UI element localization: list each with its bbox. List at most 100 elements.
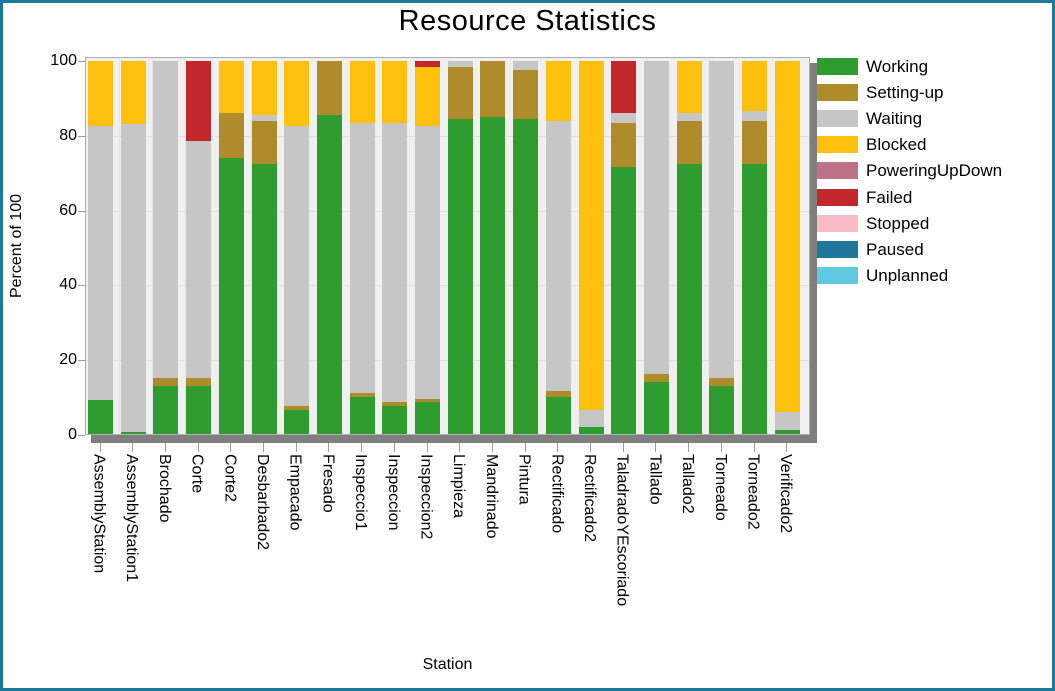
legend-swatch — [817, 84, 858, 102]
segment-Setting-up — [447, 66, 473, 119]
segment-Blocked — [545, 61, 571, 121]
bar-Mandrinado — [480, 61, 506, 434]
segment-Working — [186, 385, 212, 434]
legend-swatch — [817, 162, 858, 180]
x-category-label: Limpieza — [450, 454, 468, 519]
segment-Waiting — [186, 141, 212, 379]
segment-Waiting — [611, 113, 637, 123]
x-category-label: Tallado2 — [679, 454, 697, 514]
x-tick — [328, 443, 330, 452]
segment-Working — [611, 167, 637, 434]
bar-Verificado2 — [774, 61, 800, 434]
segment-Working — [218, 157, 244, 434]
segment-Waiting — [349, 122, 375, 393]
segment-Setting-up — [284, 406, 310, 410]
x-category-label: Tallado — [646, 454, 664, 505]
x-category-label: Inspeccion2 — [417, 454, 435, 540]
gridline-v — [184, 58, 186, 434]
y-tick — [78, 210, 85, 212]
segment-Setting-up — [186, 378, 212, 386]
x-tick — [688, 443, 690, 452]
bar-Inspeccion — [382, 61, 408, 434]
x-tick — [753, 443, 755, 452]
legend-swatch — [817, 188, 858, 206]
bar-Inspeccion2 — [415, 61, 440, 434]
segment-Blocked — [774, 61, 800, 412]
segment-Working — [88, 400, 113, 434]
bar-Torneado2 — [742, 61, 767, 434]
segment-Failed — [415, 61, 440, 67]
gridline-h — [86, 210, 809, 212]
segment-Setting-up — [676, 120, 702, 164]
segment-Working — [742, 163, 767, 434]
segment-Working — [643, 381, 669, 434]
legend-label: Blocked — [866, 135, 927, 155]
segment-Blocked — [88, 61, 113, 127]
legend-label: Failed — [866, 187, 913, 207]
segment-Setting-up — [316, 61, 342, 116]
legend-swatch — [817, 214, 858, 232]
x-tick — [622, 443, 624, 452]
segment-Waiting — [284, 126, 310, 407]
x-category-label: AssemblyStation — [90, 454, 108, 574]
x-category-label: Rectificado2 — [581, 454, 598, 543]
y-tick-label: 80 — [59, 126, 77, 144]
segment-Waiting — [447, 61, 473, 67]
segment-Waiting — [545, 120, 571, 392]
segment-Working — [120, 432, 146, 434]
segment-Setting-up — [709, 378, 735, 386]
y-tick — [78, 435, 85, 436]
x-tick — [263, 443, 264, 452]
segment-Working — [545, 396, 571, 434]
gridline-h — [86, 135, 809, 137]
legend-label: Stopped — [866, 213, 930, 233]
segment-Working — [153, 385, 179, 434]
segment-Setting-up — [742, 120, 767, 164]
bar-Limpieza — [447, 61, 473, 434]
x-tick — [361, 443, 363, 452]
y-axis-title: Percent of 100 — [8, 193, 25, 299]
segment-Waiting — [709, 61, 735, 379]
bars-layer — [86, 61, 809, 434]
gridline-v — [250, 58, 252, 434]
x-category-label: Rectificado — [548, 454, 566, 534]
y-tick — [78, 135, 85, 137]
gridline-h — [86, 360, 809, 362]
x-category-label: Verificado2 — [777, 454, 795, 534]
segment-Waiting — [120, 124, 146, 433]
segment-Setting-up — [545, 391, 571, 397]
y-tick-label: 40 — [59, 276, 77, 294]
segment-Working — [578, 426, 604, 434]
legend-label: PoweringUpDown — [866, 161, 1003, 181]
x-tick — [197, 443, 199, 452]
segment-Blocked — [676, 61, 702, 114]
x-category-label: Inspeccion — [384, 454, 402, 531]
y-tick-label: 100 — [50, 52, 77, 69]
y-tick-label: 0 — [68, 426, 77, 443]
segment-Failed — [186, 61, 212, 142]
segment-Working — [349, 396, 375, 434]
segment-Working — [709, 385, 735, 434]
segment-Setting-up — [611, 122, 637, 168]
x-tick — [393, 443, 395, 452]
segment-Failed — [611, 61, 637, 114]
segment-Working — [251, 163, 277, 434]
segment-Waiting — [415, 126, 440, 399]
bar-AssemblyStation — [88, 61, 113, 434]
gridline-v — [151, 58, 153, 434]
segment-Working — [447, 118, 473, 434]
x-category-label: Brochado — [155, 454, 173, 523]
segment-Blocked — [218, 61, 244, 114]
gridline-v — [217, 58, 219, 434]
x-tick — [99, 443, 101, 452]
x-category-label: Mandrinado — [482, 454, 500, 539]
bar-Brochado — [153, 61, 179, 434]
segment-Setting-up — [251, 120, 277, 164]
segment-Setting-up — [415, 398, 440, 403]
segment-Setting-up — [349, 392, 375, 397]
segment-Setting-up — [382, 402, 408, 407]
segment-Waiting — [382, 122, 408, 403]
segment-Setting-up — [643, 374, 669, 382]
x-tick — [295, 443, 297, 452]
